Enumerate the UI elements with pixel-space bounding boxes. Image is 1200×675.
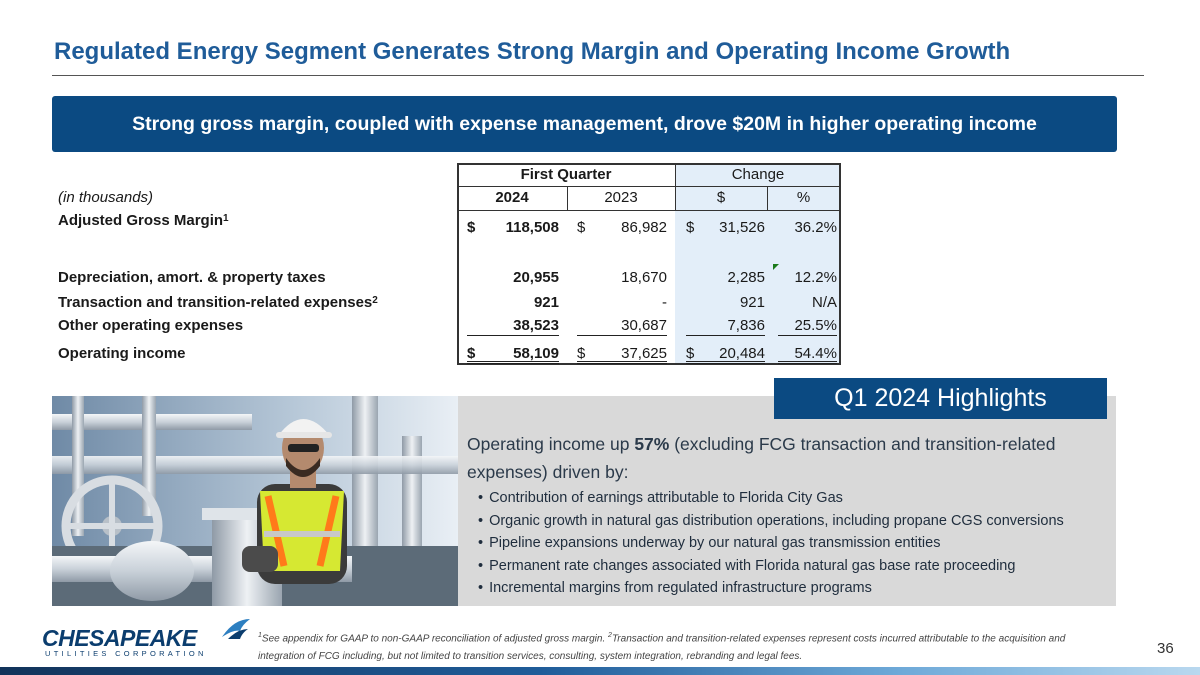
cell-other-change: 7,836	[727, 317, 765, 334]
total-double-rule	[778, 363, 837, 364]
bottom-accent-bar	[0, 667, 1200, 675]
cell-other-pct: 25.5%	[794, 317, 837, 334]
logo-wordmark: CHESAPEAKE	[42, 625, 197, 651]
cell-dep-2023: 18,670	[621, 269, 667, 286]
cell-opinc-change: $20,484	[686, 345, 765, 362]
highlights-intro: Operating income up 57% (excluding FCG t…	[467, 434, 1056, 482]
change-column-shading	[675, 163, 840, 365]
footnote-marker: 2	[372, 295, 378, 306]
highlights-heading: Q1 2024 Highlights	[774, 378, 1107, 419]
cell-agm-2023: $86,982	[577, 219, 667, 236]
list-item: Incremental margins from regulated infra…	[478, 577, 1064, 600]
worker-photo	[52, 396, 458, 606]
cell-opinc-pct: 54.4%	[794, 345, 837, 362]
footnotes: 1See appendix for GAAP to non-GAAP recon…	[258, 632, 1066, 663]
header-percent-change: %	[796, 189, 811, 206]
row-label-other-operating-expenses: Other operating expenses	[58, 317, 244, 334]
subtotal-rule	[577, 335, 667, 336]
row-label-transaction-expenses: Transaction and transition-related expen…	[58, 294, 378, 311]
financial-table-frame	[457, 163, 841, 365]
subtotal-rule	[467, 335, 559, 336]
header-2023: 2023	[604, 189, 638, 206]
page-title: Regulated Energy Segment Generates Stron…	[54, 38, 1011, 65]
cell-trans-change: 921	[739, 294, 765, 311]
table-group-divider	[675, 163, 676, 210]
cell-other-2023: 30,687	[621, 317, 667, 334]
cell-trans-2023: -	[662, 294, 667, 311]
cell-trans-2024: 921	[533, 294, 559, 311]
comment-marker	[773, 264, 779, 270]
cell-opinc-2023: $37,625	[577, 345, 667, 362]
table-col-divider	[567, 187, 568, 210]
row-label-operating-income: Operating income	[58, 345, 186, 362]
table-header-divider	[457, 210, 841, 211]
highlights-bullet-list: Contribution of earnings attributable to…	[478, 487, 1064, 600]
cell-opinc-2024: $58,109	[467, 345, 559, 362]
cell-agm-change: $31,526	[686, 219, 765, 236]
header-dollar-change: $	[716, 189, 726, 206]
total-double-rule	[778, 361, 837, 362]
table-header-divider	[457, 186, 841, 187]
total-double-rule	[686, 361, 765, 362]
row-label-depreciation: Depreciation, amort. & property taxes	[58, 269, 326, 286]
summary-banner: Strong gross margin, coupled with expens…	[52, 96, 1117, 152]
table-col-divider	[767, 187, 768, 210]
cell-dep-pct: 12.2%	[794, 269, 837, 286]
cell-agm-2024: $118,508	[467, 219, 559, 236]
cell-dep-change: 2,285	[727, 269, 765, 286]
title-divider	[52, 75, 1144, 76]
total-double-rule	[467, 363, 559, 364]
logo-subtitle: UTILITIES CORPORATION	[45, 649, 207, 658]
footnote-marker: 1	[223, 213, 229, 224]
units-label: (in thousands)	[58, 189, 154, 206]
company-logo: CHESAPEAKE UTILITIES CORPORATION	[42, 617, 252, 661]
cell-agm-pct: 36.2%	[794, 219, 837, 236]
list-item: Contribution of earnings attributable to…	[478, 487, 1064, 510]
header-first-quarter: First Quarter	[520, 166, 612, 183]
list-item: Pipeline expansions underway by our natu…	[478, 532, 1064, 555]
list-item: Permanent rate changes associated with F…	[478, 555, 1064, 578]
total-double-rule	[577, 361, 667, 362]
subtotal-rule	[686, 335, 765, 336]
cell-other-2024: 38,523	[513, 317, 559, 334]
header-change: Change	[731, 166, 785, 183]
header-2024: 2024	[495, 189, 529, 206]
row-label-adjusted-gross-margin: Adjusted Gross Margin1	[58, 212, 229, 229]
subtotal-rule	[778, 335, 837, 336]
logo-bird-icon	[222, 619, 250, 639]
total-double-rule	[686, 363, 765, 364]
cell-dep-2024: 20,955	[513, 269, 559, 286]
cell-trans-pct: N/A	[811, 294, 837, 311]
list-item: Organic growth in natural gas distributi…	[478, 510, 1064, 533]
total-double-rule	[577, 363, 667, 364]
total-double-rule	[467, 361, 559, 362]
page-number: 36	[1157, 640, 1174, 657]
